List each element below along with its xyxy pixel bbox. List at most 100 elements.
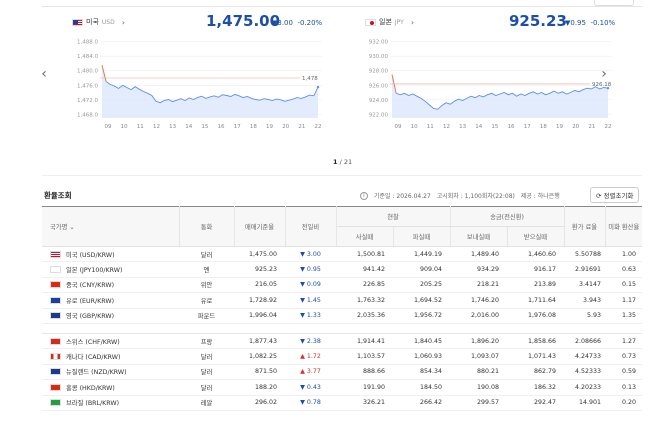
table-row[interactable]: 뉴질랜드 (NZD/KRW) 달러 871.50 ▲ 3.77 888.66 854.34… xyxy=(42,364,643,381)
prev-day-cell: ▲ 1.72 xyxy=(285,348,336,365)
x-tick-label: 10 xyxy=(121,124,128,130)
usd-card-title[interactable]: 미국 USD › xyxy=(72,17,125,27)
country-cell[interactable]: 중국 (CNY/KRW) xyxy=(42,277,179,294)
col-base-rate[interactable]: 매매기준율 xyxy=(234,206,286,247)
country-name[interactable]: 일본 (JPY100/KRW) xyxy=(66,267,123,275)
col-cash-sell[interactable]: 파실때 xyxy=(393,226,451,247)
country-name[interactable]: 홍콩 (HKD/KRW) xyxy=(66,384,115,392)
prev-day-cell: ▼ 0.09 xyxy=(285,277,336,294)
remit-recv-cell: 916.17 xyxy=(507,261,565,278)
base-rate-cell: 1,877.43 xyxy=(234,333,285,350)
carousel-prev-button[interactable]: ‹ xyxy=(41,66,47,82)
conv-rate-cell: 14.901 xyxy=(564,395,606,411)
x-tick-label: 22 xyxy=(315,124,322,130)
usd-rate-cell: 0.63 xyxy=(605,261,643,278)
table-row[interactable]: 영국 (GBP/KRW) 파운드 1,996.04 ▼ 1.33 2,035.36 1,9… xyxy=(42,308,643,324)
base-rate-cell: 1,475.00 xyxy=(234,246,285,263)
currency-cell: 달러 xyxy=(179,364,234,381)
country-name[interactable]: 뉴질랜드 (NZD/KRW) xyxy=(66,369,127,377)
country-name[interactable]: 캐나다 (CAD/KRW) xyxy=(66,354,121,362)
country-cell[interactable]: 일본 (JPY100/KRW) xyxy=(42,261,179,278)
remit-recv-cell: 1,071.43 xyxy=(507,348,565,365)
jpy-card-title[interactable]: 일본 JPY › xyxy=(365,17,414,27)
col-conv-rate[interactable]: 환가 료율 xyxy=(564,206,606,247)
chart-end-point xyxy=(316,85,320,89)
x-tick-label: 19 xyxy=(556,124,563,130)
country-name[interactable]: 스위스 (CHF/KRW) xyxy=(66,338,120,346)
usd-rate-cell: 0.73 xyxy=(605,348,643,365)
remit-send-cell: 1,896.20 xyxy=(450,333,507,350)
col-country[interactable]: 국가명 ⌄ xyxy=(42,206,180,247)
cash-buy-cell: 1,500.81 xyxy=(336,246,393,263)
country-cell[interactable]: 영국 (GBP/KRW) xyxy=(42,308,179,324)
table-row[interactable]: 중국 (CNY/KRW) 위안 216.05 ▼ 0.09 226.85 205.25 21… xyxy=(42,277,643,294)
currency-cell: 엔 xyxy=(179,261,234,278)
remit-recv-cell: 1,711.64 xyxy=(507,292,565,309)
country-cell[interactable]: 캐나다 (CAD/KRW) xyxy=(42,348,179,365)
x-tick-label: 20 xyxy=(572,124,579,130)
country-name[interactable]: 중국 (CNY/KRW) xyxy=(66,282,115,290)
remit-send-cell: 934.29 xyxy=(450,261,507,278)
chevron-right-icon: › xyxy=(121,17,125,27)
jp-flag-icon xyxy=(365,18,376,26)
usd-rate-cell: 1.00 xyxy=(605,246,643,263)
ch-flag-icon xyxy=(50,337,61,345)
cn-flag-icon xyxy=(50,281,61,289)
remit-recv-cell: 186.32 xyxy=(507,379,565,396)
col-currency[interactable]: 통화 xyxy=(179,206,235,247)
country-cell[interactable]: 홍콩 (HKD/KRW) xyxy=(42,379,179,396)
table-row[interactable]: 미국 (USD/KRW) 달러 1,475.00 ▼ 3.00 1,500.81 1,44… xyxy=(42,246,643,263)
country-cell[interactable]: 브라질 (BRL/KRW) xyxy=(42,395,179,411)
table-row[interactable]: 스위스 (CHF/KRW) 프랑 1,877.43 ▼ 2.38 1,914.41 1,8… xyxy=(42,333,643,350)
reference-label: 1,478 xyxy=(302,76,318,82)
x-tick-label: 09 xyxy=(395,124,402,130)
col-cash-buy[interactable]: 사실때 xyxy=(336,226,394,247)
nz-flag-icon xyxy=(50,368,61,376)
country-name[interactable]: 미국 (USD/KRW) xyxy=(66,251,115,259)
col-remit-recv[interactable]: 받으실때 xyxy=(507,226,565,247)
col-remit-send[interactable]: 보내실때 xyxy=(450,226,508,247)
x-tick-label: 14 xyxy=(475,124,482,130)
jpy-line-chart: 932.00 930.00 928.00 926.00 924.00 922.00 926.… xyxy=(369,40,612,130)
table-row[interactable]: 유로 (EUR/KRW) 유로 1,728.92 ▼ 1.45 1,763.32 1,69… xyxy=(42,292,643,309)
conv-rate-cell: 4.20233 xyxy=(564,379,606,396)
cash-buy-cell: 1,914.41 xyxy=(336,333,393,350)
table-row[interactable]: 일본 (JPY100/KRW) 엔 925.23 ▼ 0.95 941.42 909.04… xyxy=(42,261,643,278)
sort-reset-button[interactable]: ⟳ 정렬초기화 xyxy=(590,187,640,203)
base-rate-cell: 1,996.04 xyxy=(234,308,285,324)
remit-recv-cell: 213.89 xyxy=(507,277,565,294)
country-cell[interactable]: 미국 (USD/KRW) xyxy=(42,246,179,263)
cash-sell-cell: 1,956.72 xyxy=(393,308,450,324)
chevron-down-icon: ⌄ xyxy=(69,224,75,231)
ca-flag-icon xyxy=(50,353,61,361)
carousel-next-button[interactable]: › xyxy=(601,66,607,82)
cash-buy-cell: 1,103.57 xyxy=(336,348,393,365)
table-row[interactable]: 캐나다 (CAD/KRW) 달러 1,082.25 ▲ 1.72 1,103.57 1,0… xyxy=(42,348,643,365)
x-tick-label: 21 xyxy=(298,124,305,130)
currency-cell: 레알 xyxy=(179,395,234,411)
usd-rate-cell: 1.17 xyxy=(605,292,643,309)
remit-send-cell: 190.08 xyxy=(450,379,507,396)
prev-day-cell: ▼ 0.43 xyxy=(285,379,336,396)
currency-cell: 위안 xyxy=(179,277,234,294)
col-prev-day[interactable]: 전일비 xyxy=(285,206,337,247)
conv-rate-cell: 3.943 xyxy=(564,292,606,309)
country-name[interactable]: 브라질 (BRL/KRW) xyxy=(66,400,120,408)
usd-rate-cell: 0.59 xyxy=(605,364,643,381)
country-cell[interactable]: 스위스 (CHF/KRW) xyxy=(42,333,179,350)
country-name[interactable]: 영국 (GBP/KRW) xyxy=(66,313,115,321)
country-cell[interactable]: 유로 (EUR/KRW) xyxy=(42,292,179,309)
table-row[interactable]: 홍콩 (HKD/KRW) 달러 188.20 ▼ 0.43 191.90 184.50 19… xyxy=(42,379,643,396)
carousel-pager: 1 / 21 xyxy=(333,158,353,166)
usd-card-country: 미국 xyxy=(86,18,99,26)
col-usd-rate[interactable]: 미화 환산율 xyxy=(605,206,643,247)
jpy-card-change: ▼0.95 -0.10% xyxy=(565,19,616,27)
remit-send-cell: 299.57 xyxy=(450,395,507,411)
cash-sell-cell: 1,694.52 xyxy=(393,292,450,309)
y-tick-label: 932.00 xyxy=(369,40,389,46)
country-name[interactable]: 유로 (EUR/KRW) xyxy=(66,297,115,305)
table-row[interactable]: 브라질 (BRL/KRW) 레알 296.02 ▼ 0.78 326.21 266.42 2… xyxy=(42,395,643,411)
conv-rate-cell: 5.50788 xyxy=(564,246,606,263)
x-tick-label: 18 xyxy=(250,124,257,130)
country-cell[interactable]: 뉴질랜드 (NZD/KRW) xyxy=(42,364,179,381)
